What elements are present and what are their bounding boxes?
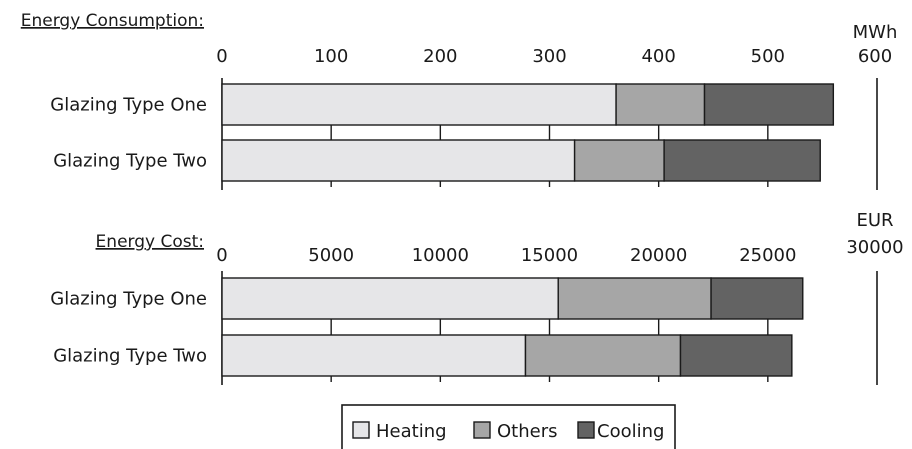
bar-heating-glazing-type-two: [221, 334, 527, 377]
tick-label: 0: [216, 245, 227, 266]
energy-consumption-panel: Energy Consumption: 0 100 200 300 400 500 600 MW…: [21, 11, 898, 190]
category-label: Glazing Type One: [50, 95, 207, 116]
category-label: Glazing Type Two: [53, 151, 207, 172]
legend-label-others: Others: [497, 421, 558, 442]
bar-others-glazing-type-one: [557, 277, 712, 320]
legend-label-cooling: Cooling: [597, 421, 664, 442]
legend: Heating Others Cooling: [341, 404, 676, 449]
bar-heating-glazing-type-two: [221, 139, 576, 182]
energy-cost-panel: Energy Cost: 0 5000 10000 15000 20000 25000 300…: [50, 210, 904, 385]
tick-label: 300: [532, 46, 566, 67]
legend-swatch-cooling: [577, 421, 595, 439]
tick-label: 15000: [521, 245, 578, 266]
bar-cooling-glazing-type-one: [703, 83, 835, 126]
legend-label-heating: Heating: [376, 421, 447, 442]
unit-label: MWh: [853, 22, 898, 43]
bar-others-glazing-type-two: [573, 139, 665, 182]
tick-label: 600: [858, 46, 892, 67]
tick-label: 400: [641, 46, 675, 67]
legend-item-heating: Heating: [352, 421, 447, 442]
tick-label: 200: [423, 46, 457, 67]
legend-swatch-others: [473, 421, 491, 439]
bar-heating-glazing-type-one: [221, 277, 559, 320]
legend-swatch-heating: [352, 421, 370, 439]
tick-label: 10000: [412, 245, 469, 266]
category-label: Glazing Type Two: [53, 346, 207, 367]
tick-label: 30000: [846, 237, 903, 258]
bar-others-glazing-type-two: [524, 334, 682, 377]
tick-label: 0: [216, 46, 227, 67]
legend-item-cooling: Cooling: [577, 421, 664, 442]
bar-cooling-glazing-type-one: [710, 277, 804, 320]
unit-label: EUR: [856, 210, 893, 231]
tick-label: 20000: [630, 245, 687, 266]
tick-label: 25000: [739, 245, 796, 266]
bar-heating-glazing-type-one: [221, 83, 617, 126]
bar-cooling-glazing-type-two: [663, 139, 821, 182]
chart-title: Energy Consumption:: [21, 11, 204, 31]
category-label: Glazing Type One: [50, 289, 207, 310]
tick-label: 5000: [308, 245, 354, 266]
legend-frame: [341, 404, 676, 449]
chart-title: Energy Cost:: [96, 232, 204, 252]
bar-cooling-glazing-type-two: [679, 334, 793, 377]
tick-label: 100: [314, 46, 348, 67]
bar-others-glazing-type-one: [615, 83, 706, 126]
legend-item-others: Others: [473, 421, 558, 442]
tick-label: 500: [751, 46, 785, 67]
